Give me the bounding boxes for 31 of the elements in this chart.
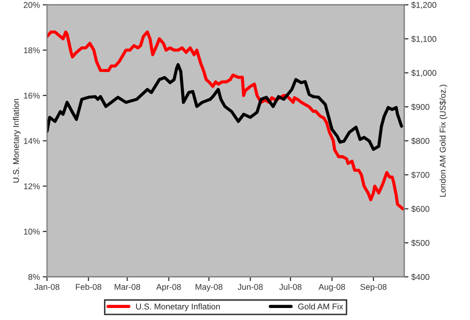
- y-tick-label: 20%: [24, 2, 40, 8]
- y2-tick-label: $1,000: [411, 70, 436, 77]
- x-tick-label: Jan-08: [34, 284, 60, 290]
- y-tick-label: 8%: [28, 274, 40, 280]
- y-tick-label: 10%: [24, 228, 40, 235]
- line-series: [47, 63, 404, 151]
- y2-tick-label: $500: [411, 240, 430, 246]
- legend-label: Gold AM Fix: [298, 303, 344, 310]
- y2-tick-label: $1,200: [411, 2, 436, 9]
- y2-tick-label: $800: [411, 138, 430, 144]
- y2-tick-label: $700: [411, 172, 430, 178]
- x-tick-label: Mar-08: [114, 284, 140, 290]
- y-axis-title: U.S. Monetary Inflation: [12, 98, 21, 183]
- y2-tick-label: $400: [411, 274, 430, 280]
- x-tick-label: Jul-08: [279, 284, 302, 290]
- y2-tick-label: $1,100: [411, 36, 436, 43]
- y2-axis-title: London AM Gold Fix (US$/oz.): [439, 84, 448, 197]
- y-tick-label: 16%: [24, 92, 40, 99]
- x-tick-label: May-08: [196, 284, 222, 292]
- line-series: [47, 30, 404, 210]
- y2-tick-label: $600: [411, 206, 430, 212]
- x-tick-label: Aug-08: [318, 284, 346, 292]
- x-tick-label: Apr-08: [156, 284, 181, 292]
- y-tick-label: 14%: [24, 138, 40, 144]
- x-tick-label: Jun-08: [238, 284, 263, 290]
- legend-label: U.S. Monetary Inflation: [136, 303, 220, 312]
- y-tick-label: 12%: [24, 183, 40, 190]
- y2-tick-label: $900: [411, 104, 430, 110]
- y-tick-label: 18%: [24, 47, 40, 54]
- x-tick-label: Feb-08: [76, 284, 102, 290]
- x-tick-label: Sep-08: [360, 284, 387, 292]
